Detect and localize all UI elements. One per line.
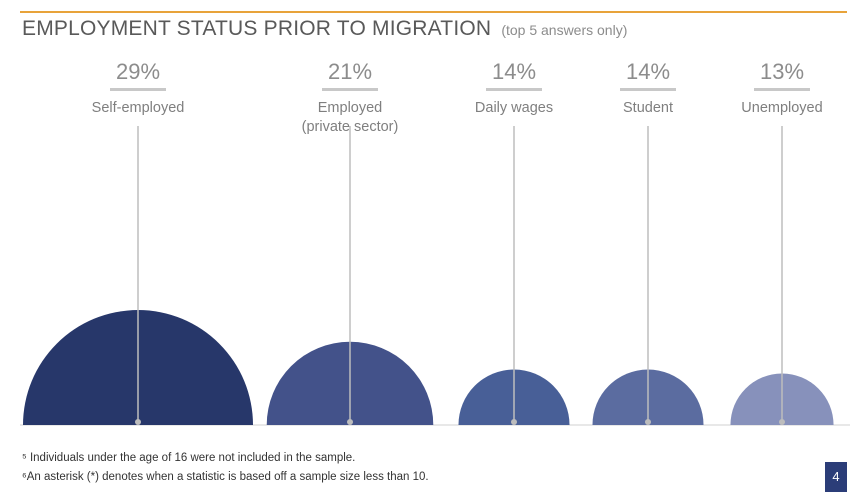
- chart: 29% Self-employed 21% Employed (private sect…: [20, 59, 850, 426]
- category-label-unemployed: Unemployed: [741, 100, 822, 116]
- page-title: EMPLOYMENT STATUS PRIOR TO MIGRATION (to…: [22, 17, 627, 41]
- value-label-employed-private-sector: 21%: [328, 59, 372, 84]
- footnote-5: ⁵ Individuals under the age of 16 were n…: [22, 452, 356, 464]
- category-label-student: Student: [623, 100, 673, 116]
- value-label-unemployed: 13%: [760, 59, 804, 84]
- category-label-employed-private-sector: Employed: [318, 100, 382, 116]
- title-rule: [20, 11, 847, 13]
- footnote-6: ⁶An asterisk (*) denotes when a statisti…: [22, 471, 429, 483]
- connector-dot-student: [645, 419, 651, 425]
- value-underline-daily-wages: [486, 88, 542, 91]
- connector-dot-employed-private-sector: [347, 419, 353, 425]
- value-underline-self-employed: [110, 88, 166, 91]
- category-label-employed-private-sector-line2: (private sector): [302, 119, 399, 135]
- title-text: EMPLOYMENT STATUS PRIOR TO MIGRATION: [22, 17, 492, 40]
- value-label-student: 14%: [626, 59, 670, 84]
- value-underline-student: [620, 88, 676, 91]
- value-underline-employed-private-sector: [322, 88, 378, 91]
- connector-dot-self-employed: [135, 419, 141, 425]
- title-subtitle: (top 5 answers only): [501, 22, 628, 38]
- category-label-daily-wages: Daily wages: [475, 100, 553, 116]
- value-label-daily-wages: 14%: [492, 59, 536, 84]
- connector-dot-unemployed: [779, 419, 785, 425]
- value-underline-unemployed: [754, 88, 810, 91]
- value-label-self-employed: 29%: [116, 59, 160, 84]
- page-number: 4: [825, 462, 847, 492]
- category-label-self-employed: Self-employed: [92, 100, 185, 116]
- connector-dot-daily-wages: [511, 419, 517, 425]
